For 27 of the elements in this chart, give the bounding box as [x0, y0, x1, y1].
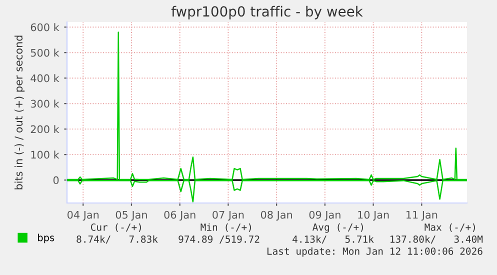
y-tick-label: 500 k: [30, 48, 60, 57]
text: 137.80k/ 3.40M: [390, 235, 483, 244]
text: Last update: Mon Jan 12 11:00:06 2026: [267, 247, 482, 257]
y-tick-label: 200 k: [30, 125, 60, 134]
x-tick-label: 08 Jan: [260, 210, 292, 221]
y-tick-label: 100 k: [31, 150, 60, 159]
y-tick-label: 300 k: [30, 100, 60, 108]
y-tick-label: 600 k: [30, 23, 60, 32]
text: 4.13k/ 5.71k: [292, 235, 374, 244]
x-tick-label: 06 Jan: [164, 210, 196, 221]
x-tick-label: 11 Jan: [406, 210, 438, 221]
text: Cur (-/+): [90, 223, 141, 232]
text: Min (-/+): [200, 223, 251, 232]
x-tick-label: 04 Jan: [67, 210, 99, 221]
chart-title: fwpr100p0 traffic - by week: [171, 6, 363, 20]
text: 8.74k/ 7.83k: [76, 235, 158, 244]
y-axis-title: bits in (-) / out (+) per second: [14, 36, 25, 190]
x-tick-label: 10 Jan: [358, 210, 389, 221]
legend-label: bps: [38, 234, 54, 244]
text: Avg (-/+): [312, 223, 363, 233]
y-tick-label: 0: [53, 176, 59, 184]
x-tick-label: 05 Jan: [116, 210, 147, 221]
text: 974.89 /519.72: [178, 235, 260, 244]
x-tick-label: 09 Jan: [309, 210, 340, 221]
text: Max (-/+): [424, 223, 475, 232]
y-tick-label: 400 k: [30, 74, 60, 82]
x-tick-label: 07 Jan: [212, 210, 244, 221]
